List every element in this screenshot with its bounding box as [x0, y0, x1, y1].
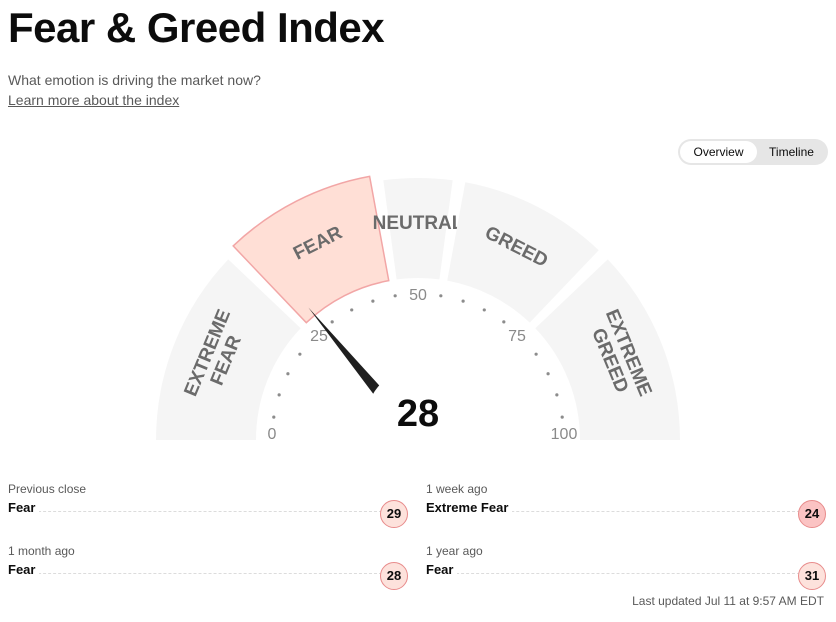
stat-1-year-ago: 1 year ago Fear 31	[426, 532, 826, 590]
dotted-divider	[8, 573, 382, 574]
view-toggle: Overview Timeline	[678, 139, 828, 165]
scale-dot	[350, 308, 354, 312]
score-badge: 24	[798, 500, 826, 528]
gauge-hub	[366, 368, 470, 460]
gauge-label-neutral: NEUTRAL	[373, 213, 464, 234]
tick-label-100: 100	[551, 426, 578, 443]
dotted-divider	[426, 511, 800, 512]
scale-dot	[546, 372, 550, 376]
stat-previous-close: Previous close Fear 29	[8, 470, 408, 528]
scale-dot	[371, 299, 375, 303]
scale-dot	[555, 393, 559, 397]
stat-value: Fear	[8, 562, 40, 577]
stat-1-week-ago: 1 week ago Extreme Fear 24	[426, 470, 826, 528]
score-badge: 28	[380, 562, 408, 590]
stat-label: 1 week ago	[426, 482, 488, 496]
tick-label-0: 0	[268, 426, 277, 443]
stat-1-month-ago: 1 month ago Fear 28	[8, 532, 408, 590]
gauge-value: 28	[397, 393, 439, 435]
dotted-divider	[426, 573, 800, 574]
scale-dot	[272, 415, 276, 419]
gauge-needle	[308, 307, 395, 410]
gauge-segment-neutral	[383, 178, 453, 280]
scale-dot	[298, 352, 302, 356]
stat-label: Previous close	[8, 482, 87, 496]
dotted-divider	[8, 511, 382, 512]
scale-dot	[286, 372, 290, 376]
page-title: Fear & Greed Index	[8, 4, 385, 51]
scale-dot	[534, 352, 538, 356]
page-subtitle: What emotion is driving the market now?	[8, 72, 261, 88]
stat-label: 1 year ago	[426, 544, 483, 558]
learn-more-link[interactable]: Learn more about the index	[8, 92, 180, 108]
timeline-tab[interactable]: Timeline	[769, 145, 814, 159]
score-badge: 31	[798, 562, 826, 590]
overview-tab[interactable]: Overview	[680, 141, 757, 163]
score-badge: 29	[380, 500, 408, 528]
scale-dot	[439, 294, 443, 298]
stat-label: 1 month ago	[8, 544, 75, 558]
scale-dot	[393, 294, 397, 298]
scale-dot	[277, 393, 281, 397]
stat-value: Fear	[8, 500, 40, 515]
last-updated: Last updated Jul 11 at 9:57 AM EDT	[632, 594, 824, 608]
stat-value: Fear	[426, 562, 458, 577]
scale-dot	[482, 308, 486, 312]
scale-dot	[330, 320, 334, 324]
tick-label-25: 25	[310, 328, 328, 345]
tick-label-50: 50	[409, 287, 427, 304]
scale-dot	[560, 415, 564, 419]
gauge-segment-extreme-greed	[535, 259, 680, 440]
scale-dot	[502, 320, 506, 324]
gauge-segment-greed	[447, 182, 599, 323]
tick-label-75: 75	[508, 328, 526, 345]
gauge-segment-extreme-fear	[156, 259, 301, 440]
stat-value: Extreme Fear	[426, 500, 513, 515]
scale-dot	[461, 299, 465, 303]
gauge-segment-fear	[232, 175, 390, 324]
